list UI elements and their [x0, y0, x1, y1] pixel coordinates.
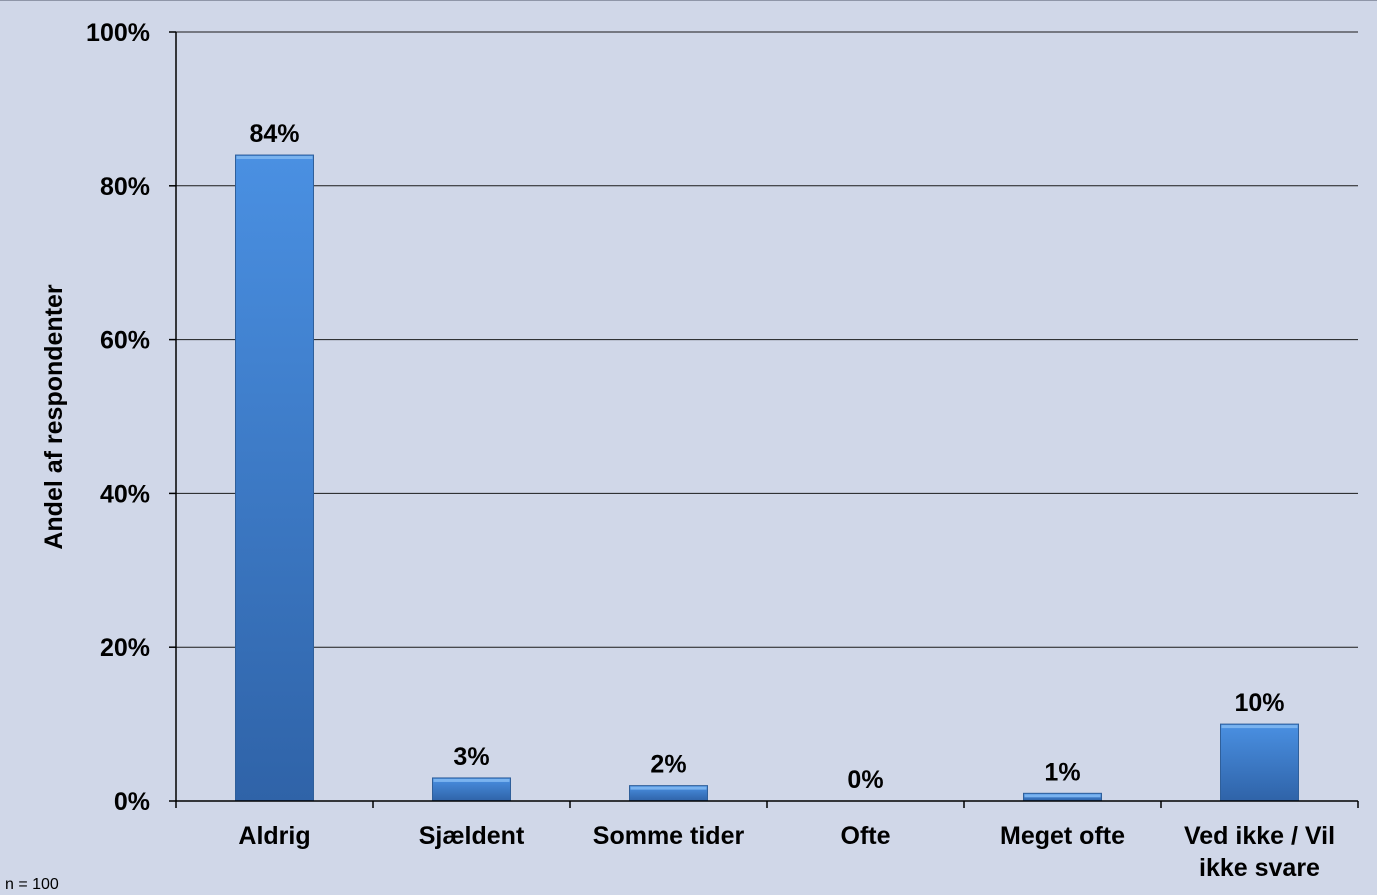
category-labels: Aldrig Sjældent Somme tider Ofte Meget ofte V… [238, 822, 1335, 882]
bar-highlight-5 [1221, 725, 1298, 729]
bar-highlight-1 [433, 778, 510, 782]
bars [235, 154, 1299, 802]
category-label-5-line-0: Ved ikke / Vil [1184, 822, 1335, 850]
bar-highlight-2 [630, 786, 707, 790]
bar-highlight-4 [1024, 794, 1101, 798]
axes [169, 31, 1359, 808]
category-label-5-line-1: ikke svare [1199, 854, 1320, 882]
data-labels: 84% 3% 2% 0% 1% 10% [249, 120, 1284, 794]
bar-0 [235, 154, 314, 802]
y-tick-label-0: 0% [114, 788, 150, 816]
sample-size-footnote: n = 100 [5, 876, 59, 893]
y-tick-label-20: 20% [100, 634, 150, 662]
data-label-1: 3% [453, 743, 489, 771]
gridlines [176, 31, 1358, 648]
category-label-3: Ofte [841, 822, 891, 850]
data-label-0: 84% [249, 120, 299, 148]
data-label-2: 2% [650, 751, 686, 779]
category-label-1: Sjældent [419, 822, 525, 850]
y-tick-label-80: 80% [100, 173, 150, 201]
bar-5 [1220, 723, 1299, 802]
y-tick-label-60: 60% [100, 327, 150, 355]
category-label-0: Aldrig [238, 822, 310, 850]
data-label-3: 0% [847, 766, 883, 794]
category-label-2: Somme tider [593, 822, 745, 850]
y-axis-title: Andel af respondenter [40, 284, 68, 550]
category-label-4: Meget ofte [1000, 822, 1125, 850]
y-tick-label-100: 100% [86, 19, 150, 47]
bar-highlight-0 [236, 156, 313, 160]
data-label-5: 10% [1234, 689, 1284, 717]
data-label-4: 1% [1044, 758, 1080, 786]
y-tick-label-40: 40% [100, 480, 150, 508]
y-tick-labels: 0% 20% 40% 60% 80% 100% [86, 19, 150, 816]
